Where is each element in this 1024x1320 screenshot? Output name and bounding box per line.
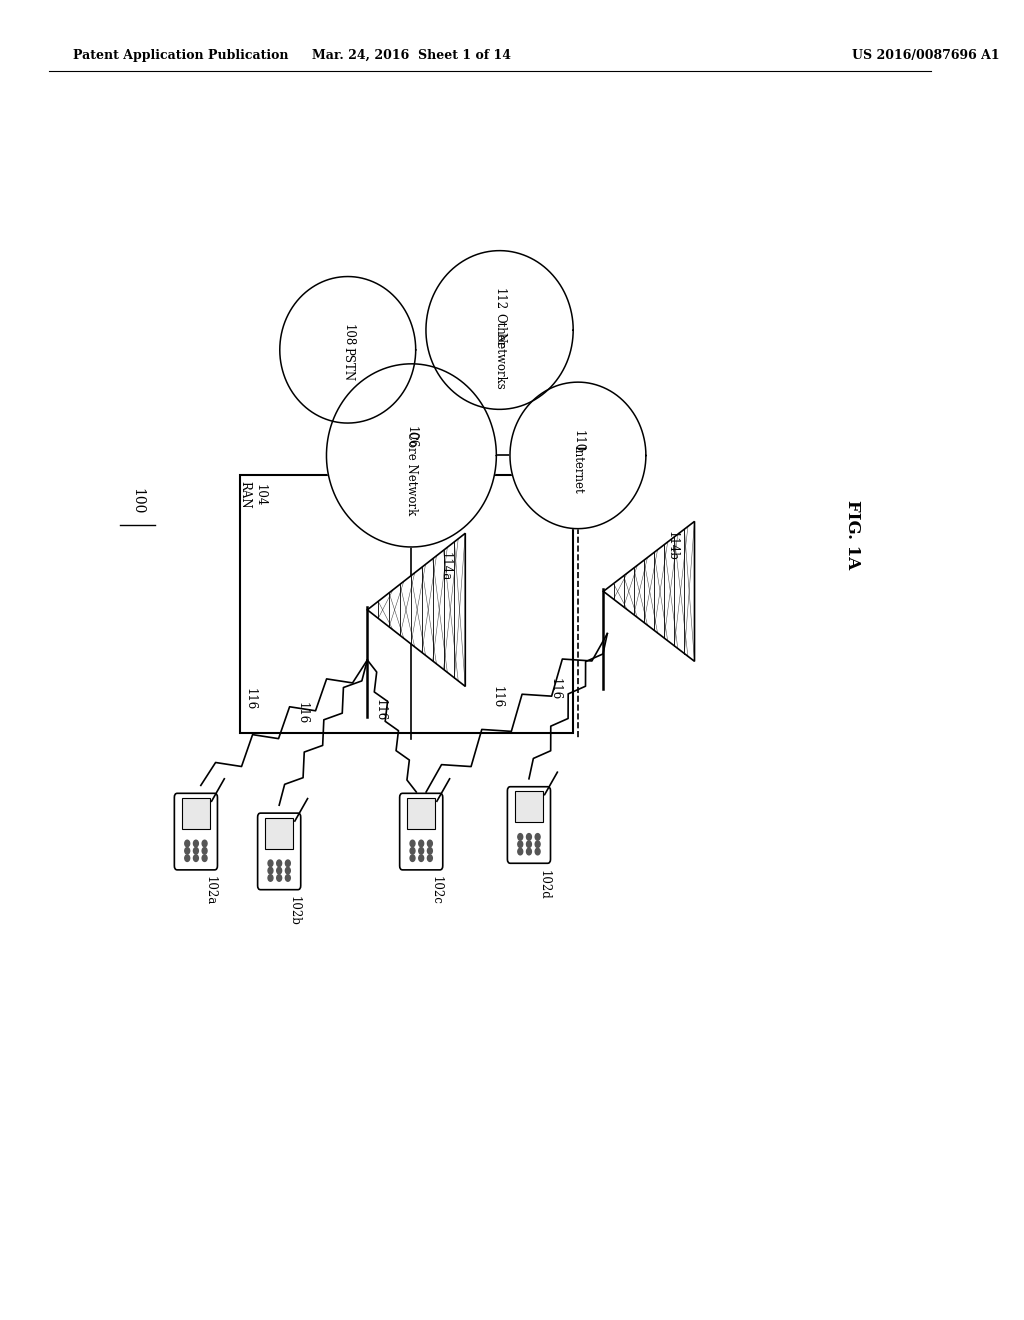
Circle shape — [286, 861, 290, 867]
Text: 116: 116 — [549, 678, 562, 700]
Circle shape — [427, 855, 432, 862]
Bar — [515, 792, 543, 822]
Text: Internet: Internet — [571, 445, 585, 494]
Circle shape — [184, 841, 189, 847]
Circle shape — [202, 855, 207, 862]
Circle shape — [286, 867, 290, 874]
Bar — [182, 799, 210, 829]
Text: Core Network: Core Network — [404, 432, 418, 515]
Circle shape — [410, 855, 415, 862]
Text: Other: Other — [494, 313, 506, 347]
Circle shape — [276, 861, 282, 867]
Circle shape — [286, 875, 290, 882]
Text: 116: 116 — [295, 702, 308, 723]
Circle shape — [268, 875, 273, 882]
Circle shape — [194, 841, 199, 847]
Circle shape — [268, 867, 273, 874]
Text: 102b: 102b — [288, 896, 300, 927]
Circle shape — [419, 855, 424, 862]
Polygon shape — [603, 521, 694, 661]
Circle shape — [419, 841, 424, 847]
Text: Mar. 24, 2016  Sheet 1 of 14: Mar. 24, 2016 Sheet 1 of 14 — [312, 49, 511, 62]
Circle shape — [427, 841, 432, 847]
Circle shape — [518, 841, 522, 847]
Circle shape — [202, 847, 207, 854]
Polygon shape — [327, 364, 497, 546]
Circle shape — [518, 834, 522, 841]
Text: FIG. 1A: FIG. 1A — [844, 500, 861, 569]
Polygon shape — [368, 533, 465, 686]
Circle shape — [276, 875, 282, 882]
Circle shape — [268, 861, 273, 867]
Polygon shape — [510, 381, 646, 529]
Bar — [240, 475, 573, 733]
FancyBboxPatch shape — [258, 813, 301, 890]
Circle shape — [536, 849, 540, 855]
FancyBboxPatch shape — [508, 787, 551, 863]
Text: PSTN: PSTN — [341, 347, 354, 381]
Circle shape — [194, 847, 199, 854]
Circle shape — [536, 834, 540, 841]
Circle shape — [526, 834, 531, 841]
FancyBboxPatch shape — [174, 793, 217, 870]
Circle shape — [536, 841, 540, 847]
Circle shape — [184, 847, 189, 854]
Text: US 2016/0087696 A1: US 2016/0087696 A1 — [852, 49, 999, 62]
Circle shape — [410, 841, 415, 847]
FancyBboxPatch shape — [399, 793, 442, 870]
Text: 102d: 102d — [538, 870, 550, 900]
Text: 114a: 114a — [439, 552, 452, 581]
Text: 102a: 102a — [204, 876, 217, 906]
Text: 102c: 102c — [429, 876, 442, 906]
Text: 110: 110 — [571, 430, 585, 453]
Text: 114b: 114b — [666, 531, 679, 561]
Text: 116: 116 — [244, 689, 256, 710]
Circle shape — [410, 847, 415, 854]
Circle shape — [518, 849, 522, 855]
Text: 108: 108 — [341, 325, 354, 347]
Circle shape — [184, 855, 189, 862]
Circle shape — [526, 841, 531, 847]
Bar — [408, 799, 435, 829]
Text: 112: 112 — [494, 288, 506, 310]
Circle shape — [526, 849, 531, 855]
Circle shape — [202, 841, 207, 847]
Text: Patent Application Publication: Patent Application Publication — [74, 49, 289, 62]
Circle shape — [276, 867, 282, 874]
Circle shape — [419, 847, 424, 854]
Circle shape — [427, 847, 432, 854]
Polygon shape — [280, 276, 416, 424]
Bar — [265, 818, 293, 849]
Text: 104
RAN: 104 RAN — [239, 482, 266, 508]
Circle shape — [194, 855, 199, 862]
Text: Networks: Networks — [494, 333, 506, 389]
Polygon shape — [426, 251, 573, 409]
Text: 116: 116 — [374, 700, 387, 721]
Text: 100: 100 — [130, 488, 144, 515]
Text: 106: 106 — [404, 426, 418, 449]
Text: 116: 116 — [492, 686, 504, 708]
